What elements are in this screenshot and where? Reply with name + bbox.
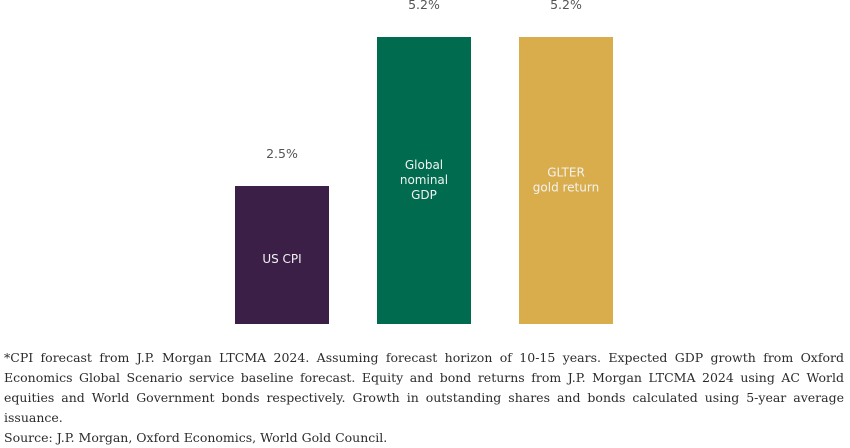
bar-2	[377, 37, 471, 324]
bar-3	[519, 37, 613, 324]
value-label-1: 2.5%	[266, 146, 298, 161]
value-label-2: 5.2%	[408, 0, 440, 12]
bar-1	[235, 186, 329, 324]
bar-label-2-line-1: Global	[405, 158, 443, 172]
footnote-source: Source: J.P. Morgan, Oxford Economics, W…	[4, 430, 388, 445]
footnote-note: *CPI forecast from J.P. Morgan LTCMA 202…	[4, 350, 844, 425]
bar-label-1-line-1: US CPI	[262, 252, 301, 266]
bar-label-3-line-2: gold return	[533, 181, 599, 195]
bar-label-3-line-1: GLTER	[547, 166, 585, 180]
bar-label-2-line-2: nominal	[400, 173, 448, 187]
footnote: *CPI forecast from J.P. Morgan LTCMA 202…	[4, 348, 844, 448]
value-label-3: 5.2%	[550, 0, 582, 12]
bar-label-2-line-3: GDP	[411, 188, 437, 202]
